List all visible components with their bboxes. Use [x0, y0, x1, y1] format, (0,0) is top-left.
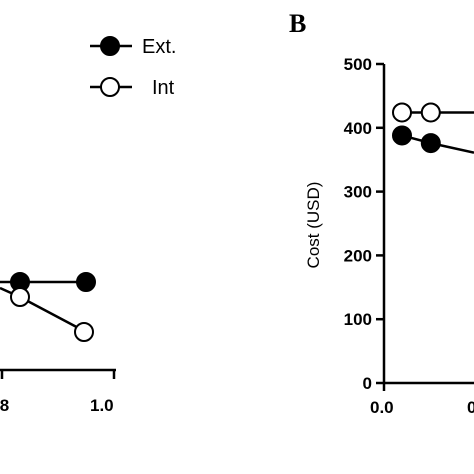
left-series-group: [0, 272, 96, 342]
legend-int-marker: [100, 77, 120, 97]
panel-b-y-tick-label: 200: [344, 246, 372, 265]
panel-b-y-axis-title: Cost (USD): [304, 182, 323, 269]
panel-b-x-tick-label-0.0: 0.0: [370, 398, 394, 417]
panel-b-y-tick-label: 0: [363, 374, 372, 393]
panel-b-y-tick-label: 100: [344, 310, 372, 329]
panel-b-letter: B: [289, 9, 306, 38]
panel-b-y-tick-label: 500: [344, 55, 372, 74]
panel-b-x-tick-label-cut: 0: [467, 398, 474, 417]
panel-b-series-group: [392, 102, 474, 154]
left-x-tick-label-0.8: .8: [0, 396, 9, 415]
left-x-tick-label-1.0: 1.0: [90, 396, 114, 415]
panel-b: B 0 100 200 300 400 500 0.0 0 Cost (USD): [289, 9, 474, 417]
legend-ext-marker: [100, 36, 120, 56]
legend: Ext. Int: [90, 36, 176, 99]
panel-b-point-Int: [392, 102, 412, 123]
legend-ext-label: Ext.: [142, 36, 176, 58]
left-point-Int: [74, 322, 94, 342]
panel-b-y-tick-label: 400: [344, 119, 372, 138]
legend-int-label: Int: [152, 77, 175, 99]
panel-b-y-ticks: 0 100 200 300 400 500: [344, 55, 384, 393]
panel-b-point-Ext.: [420, 133, 441, 154]
left-point-Ext.: [76, 272, 96, 292]
panel-b-point-Ext.: [392, 125, 412, 146]
panel-b-point-Int: [420, 102, 441, 123]
left-point-Int: [10, 287, 30, 307]
panel-b-y-tick-label: 300: [344, 183, 372, 202]
left-panel: .8 1.0 Ext. Int: [0, 36, 176, 415]
